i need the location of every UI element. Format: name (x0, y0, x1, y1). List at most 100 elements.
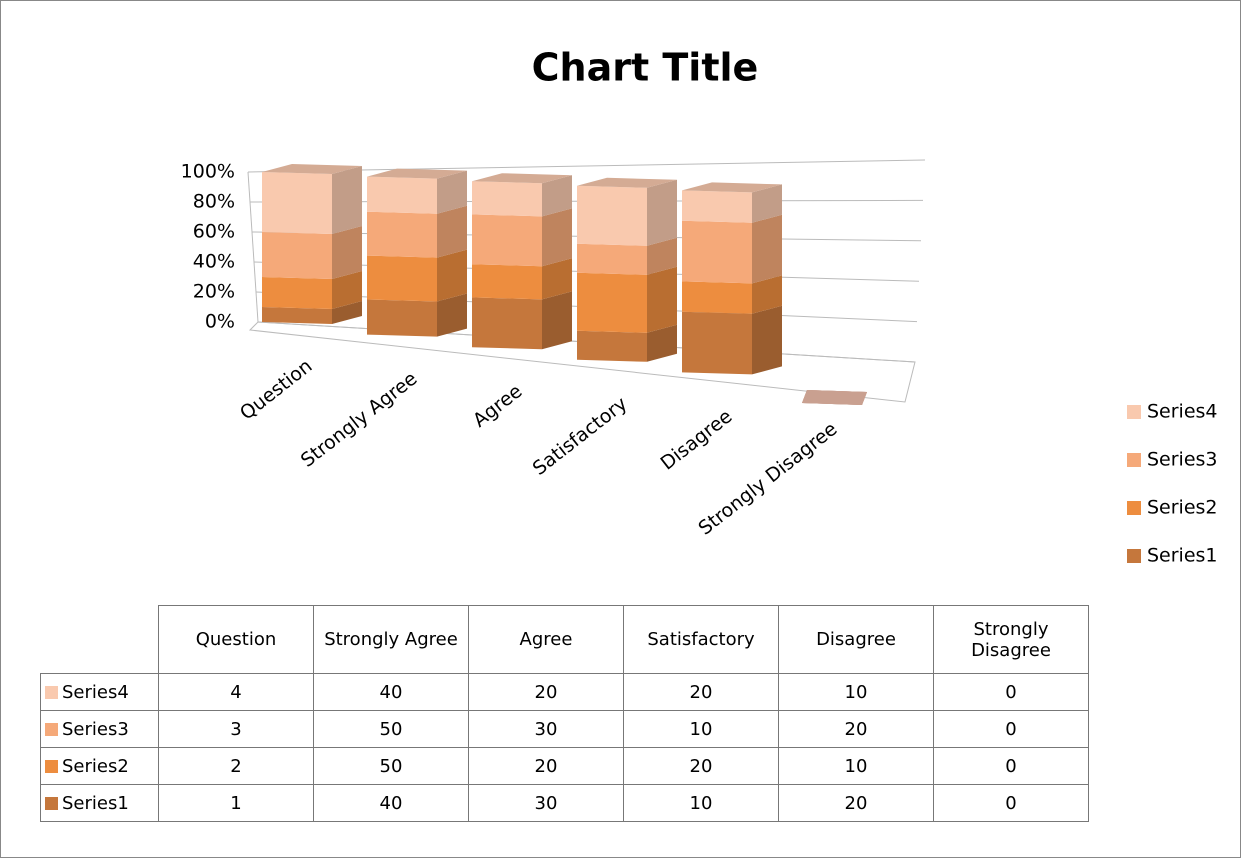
legend-label: Series3 (1147, 449, 1218, 471)
y-tick-label: 80% (193, 191, 235, 213)
table-cell: 4 (158, 673, 314, 711)
bar-segment (577, 266, 677, 333)
bar-side (542, 291, 572, 350)
bar-segment (577, 237, 677, 275)
bar-front (682, 190, 752, 223)
table-cell: 50 (313, 710, 469, 748)
table-header-row: Question Strongly Agree Agree Satisfactory D… (40, 605, 1089, 674)
table-cell: 10 (778, 673, 934, 711)
table-cell: 30 (468, 710, 624, 748)
table-header: Strongly Disagree (933, 605, 1089, 674)
bar-front (262, 307, 332, 324)
bar-side (752, 214, 782, 284)
y-tick-label: 20% (193, 281, 235, 303)
table-header: Satisfactory (623, 605, 779, 674)
bar-top (367, 168, 467, 179)
legend-swatch (1127, 453, 1141, 467)
bar-segment (262, 164, 362, 234)
table-row-header: Series2 (40, 747, 159, 785)
bar-front (262, 232, 332, 279)
legend-swatch (1127, 549, 1141, 563)
table-legend-key (45, 722, 58, 736)
bar-front (472, 297, 542, 350)
bar-segment (367, 293, 467, 337)
table-row-header: Series1 (40, 784, 159, 822)
table-cell: 20 (468, 747, 624, 785)
bar-front (472, 214, 542, 267)
bar-side (542, 258, 572, 300)
bar-side (332, 166, 362, 234)
table-cell: 10 (623, 710, 779, 748)
bar-segment (367, 249, 467, 302)
bar-side (437, 249, 467, 302)
table-legend-key (45, 759, 58, 773)
legend-label: Series2 (1147, 497, 1218, 519)
data-table: Question Strongly Agree Agree Satisfactory D… (40, 605, 1089, 822)
bar-segment (682, 214, 782, 284)
table-cell: 20 (623, 747, 779, 785)
bar-side (752, 275, 782, 314)
table-cell: 0 (933, 784, 1089, 822)
bar-front (367, 299, 437, 337)
bar-front (577, 185, 647, 246)
bar-side (752, 184, 782, 223)
table-cell: 20 (778, 710, 934, 748)
bar-front (472, 181, 542, 217)
bar-segment (577, 177, 677, 246)
table-cell: 10 (623, 784, 779, 822)
table-row: Series1 1 40 30 10 20 0 (40, 784, 1089, 822)
table-cell: 20 (468, 673, 624, 711)
x-tick-label: Disagree (656, 405, 736, 474)
x-tick-label: Question (236, 355, 317, 425)
table-cell: 0 (933, 673, 1089, 711)
table-cell: 3 (158, 710, 314, 748)
bar-segment (802, 390, 867, 405)
table-row: Series3 3 50 30 10 20 0 (40, 710, 1089, 748)
table-cell: 20 (623, 673, 779, 711)
bar-top (577, 177, 677, 188)
y-tick-label: 0% (205, 311, 235, 333)
table-row: Series4 4 40 20 20 10 0 (40, 673, 1089, 711)
bar-segment (262, 301, 362, 324)
bar-side (647, 266, 677, 333)
bar-segment (367, 205, 467, 258)
bar-side (647, 179, 677, 246)
table-cell: 30 (468, 784, 624, 822)
bar-segment (367, 168, 467, 214)
y-tick-label: 40% (193, 251, 235, 273)
table-header: Question (158, 605, 314, 674)
bar-segment (682, 305, 782, 375)
table-cell: 10 (778, 747, 934, 785)
table-header: Strongly Agree (313, 605, 469, 674)
x-tick-label: Satisfactory (529, 393, 632, 480)
bar-side (437, 293, 467, 337)
table-corner (40, 605, 159, 674)
bar-top (262, 164, 362, 174)
x-tick-label: Agree (469, 380, 527, 432)
bar-front (472, 264, 542, 300)
bar-side (542, 208, 572, 267)
table-cell: 1 (158, 784, 314, 822)
bar-front (577, 272, 647, 333)
table-series-name: Series1 (62, 792, 129, 814)
bar-segment (577, 324, 677, 362)
y-tick-label: 60% (193, 221, 235, 243)
chart-title: Chart Title (532, 46, 759, 90)
bar-floor (802, 390, 867, 405)
table-cell: 50 (313, 747, 469, 785)
legend-label: Series1 (1147, 545, 1218, 567)
bar-side (647, 324, 677, 362)
table-cell: 2 (158, 747, 314, 785)
table-row-header: Series3 (40, 710, 159, 748)
table-series-name: Series2 (62, 755, 129, 777)
bar-front (577, 243, 647, 275)
bar-front (262, 277, 332, 309)
bar-side (752, 305, 782, 375)
table-cell: 0 (933, 747, 1089, 785)
bar-side (437, 205, 467, 258)
bar-side (332, 226, 362, 279)
table-cell: 20 (778, 784, 934, 822)
table-legend-key (45, 685, 58, 699)
bar-front (367, 176, 437, 214)
bar-segment (472, 173, 572, 217)
